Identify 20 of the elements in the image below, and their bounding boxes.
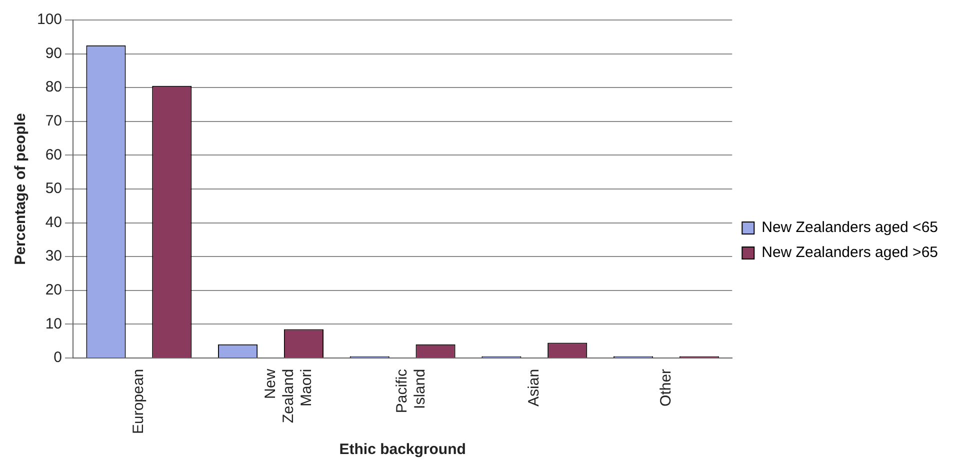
y-tick-label: 40: [45, 214, 62, 231]
y-tick-label: 80: [45, 78, 62, 96]
y-tick-label: 70: [45, 112, 62, 130]
x-tick-label: Pacific Island: [394, 368, 429, 414]
x-tick-label: Asian: [526, 368, 543, 406]
x-tick-label: Other: [657, 368, 674, 406]
x-tick-label: New Zealand Maori: [262, 368, 315, 424]
y-axis-title: Percentage of people: [12, 113, 30, 265]
y-tick-label: 30: [45, 248, 62, 265]
x-tick-label: European: [130, 368, 148, 434]
legend-label: New Zealanders aged >65: [762, 244, 938, 262]
y-tick-label: 0: [54, 349, 62, 366]
legend-label: New Zealanders aged <65: [762, 219, 938, 236]
y-tick-label: 90: [45, 44, 62, 62]
y-tick-label: 10: [45, 315, 62, 332]
y-tick-label: 60: [45, 146, 62, 164]
x-axis-title: Ethic background: [339, 441, 466, 458]
y-tick-label: 100: [36, 11, 62, 28]
y-tick-label: 20: [45, 282, 62, 298]
y-tick-label: 50: [45, 180, 62, 198]
